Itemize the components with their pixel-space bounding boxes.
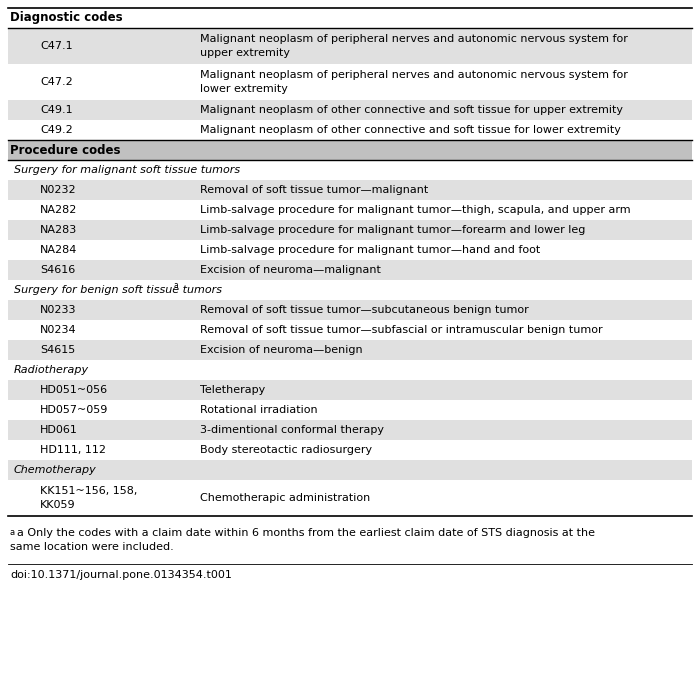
- Text: Limb-salvage procedure for malignant tumor—hand and foot: Limb-salvage procedure for malignant tum…: [200, 245, 540, 255]
- Text: Chemotherapy: Chemotherapy: [14, 465, 97, 475]
- Text: NA283: NA283: [40, 225, 77, 235]
- Bar: [8, 240, 692, 260]
- Text: upper extremity: upper extremity: [200, 48, 290, 58]
- Text: C49.1: C49.1: [40, 105, 73, 115]
- Text: Surgery for benign soft tissue tumors: Surgery for benign soft tissue tumors: [14, 285, 222, 295]
- Bar: [8, 160, 692, 180]
- Bar: [8, 220, 692, 240]
- Text: Excision of neuroma—malignant: Excision of neuroma—malignant: [200, 265, 381, 275]
- Bar: [8, 340, 692, 360]
- Text: HD057~059: HD057~059: [40, 405, 108, 415]
- Text: Limb-salvage procedure for malignant tumor—forearm and lower leg: Limb-salvage procedure for malignant tum…: [200, 225, 585, 235]
- Bar: [8, 300, 692, 320]
- Bar: [8, 460, 692, 480]
- Bar: [8, 420, 692, 440]
- Text: NA284: NA284: [40, 245, 78, 255]
- Text: C47.1: C47.1: [40, 41, 73, 51]
- Text: N0232: N0232: [40, 185, 76, 195]
- Bar: [8, 400, 692, 420]
- Text: lower extremity: lower extremity: [200, 84, 288, 94]
- Bar: [8, 200, 692, 220]
- Text: Limb-salvage procedure for malignant tumor—thigh, scapula, and upper arm: Limb-salvage procedure for malignant tum…: [200, 205, 631, 215]
- Bar: [8, 260, 692, 280]
- Text: KK151~156, 158,: KK151~156, 158,: [40, 486, 137, 496]
- Text: N0233: N0233: [40, 305, 76, 315]
- Text: Excision of neuroma—benign: Excision of neuroma—benign: [200, 345, 363, 355]
- Text: HD051~056: HD051~056: [40, 385, 108, 395]
- Bar: [8, 8, 692, 28]
- Bar: [8, 280, 692, 300]
- Bar: [8, 64, 692, 100]
- Text: same location were included.: same location were included.: [10, 542, 174, 552]
- Text: Removal of soft tissue tumor—subcutaneous benign tumor: Removal of soft tissue tumor—subcutaneou…: [200, 305, 528, 315]
- Bar: [8, 140, 692, 160]
- Text: Malignant neoplasm of other connective and soft tissue for upper extremity: Malignant neoplasm of other connective a…: [200, 105, 623, 115]
- Text: a: a: [10, 528, 15, 537]
- Text: Chemotherapic administration: Chemotherapic administration: [200, 493, 370, 503]
- Text: Malignant neoplasm of other connective and soft tissue for lower extremity: Malignant neoplasm of other connective a…: [200, 125, 621, 135]
- Text: KK059: KK059: [40, 500, 76, 510]
- Bar: [8, 380, 692, 400]
- Text: Diagnostic codes: Diagnostic codes: [10, 12, 122, 25]
- Text: 3-dimentional conformal therapy: 3-dimentional conformal therapy: [200, 425, 384, 435]
- Text: Removal of soft tissue tumor—malignant: Removal of soft tissue tumor—malignant: [200, 185, 428, 195]
- Bar: [8, 440, 692, 460]
- Bar: [8, 480, 692, 516]
- Text: Body stereotactic radiosurgery: Body stereotactic radiosurgery: [200, 445, 372, 455]
- Text: C49.2: C49.2: [40, 125, 73, 135]
- Text: HD111, 112: HD111, 112: [40, 445, 106, 455]
- Text: HD061: HD061: [40, 425, 78, 435]
- Text: a Only the codes with a claim date within 6 months from the earliest claim date : a Only the codes with a claim date withi…: [17, 528, 595, 538]
- Text: Rotational irradiation: Rotational irradiation: [200, 405, 318, 415]
- Text: Teletherapy: Teletherapy: [200, 385, 265, 395]
- Bar: [8, 100, 692, 120]
- Text: S4616: S4616: [40, 265, 76, 275]
- Bar: [8, 320, 692, 340]
- Text: Removal of soft tissue tumor—subfascial or intramuscular benign tumor: Removal of soft tissue tumor—subfascial …: [200, 325, 603, 335]
- Text: Surgery for malignant soft tissue tumors: Surgery for malignant soft tissue tumors: [14, 165, 240, 175]
- Text: NA282: NA282: [40, 205, 78, 215]
- Bar: [8, 28, 692, 64]
- Text: S4615: S4615: [40, 345, 76, 355]
- Text: Procedure codes: Procedure codes: [10, 144, 120, 157]
- Text: Malignant neoplasm of peripheral nerves and autonomic nervous system for: Malignant neoplasm of peripheral nerves …: [200, 34, 628, 44]
- Text: N0234: N0234: [40, 325, 76, 335]
- Text: doi:10.1371/journal.pone.0134354.t001: doi:10.1371/journal.pone.0134354.t001: [10, 570, 232, 580]
- Bar: [8, 120, 692, 140]
- Text: a: a: [173, 281, 178, 290]
- Bar: [8, 180, 692, 200]
- Bar: [8, 360, 692, 380]
- Text: Malignant neoplasm of peripheral nerves and autonomic nervous system for: Malignant neoplasm of peripheral nerves …: [200, 70, 628, 80]
- Text: Radiotherapy: Radiotherapy: [14, 365, 89, 375]
- Text: C47.2: C47.2: [40, 77, 73, 87]
